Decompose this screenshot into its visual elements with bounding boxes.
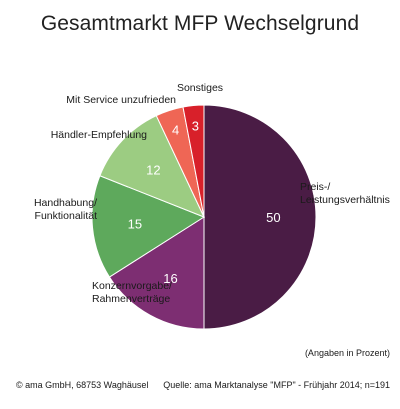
slice-value-label: 50 (266, 210, 280, 225)
slice-value-label: 3 (192, 119, 199, 134)
slice-value-label: 16 (163, 271, 177, 286)
source-text: Quelle: ama Marktanalyse "MFP" - Frühjah… (163, 380, 390, 390)
slice-category-label: Preis-/Leistungsverhältnis (300, 181, 390, 206)
slice-value-label: 4 (172, 123, 179, 138)
chart-title: Gesamtmarkt MFP Wechselgrund (40, 12, 360, 35)
slice-value-label: 15 (128, 217, 142, 232)
pie-slice (182, 104, 205, 218)
slice-category-label: Mit Service unzufrieden (66, 94, 176, 106)
pie-slice (99, 114, 205, 218)
slice-value-label: 12 (146, 163, 160, 178)
pie-slice (108, 216, 205, 330)
slice-category-label: Händler-Empfehlung (51, 129, 147, 141)
unit-note: (Angaben in Prozent) (304, 348, 390, 358)
slice-category-label: Handhabung/Funktionalität (34, 197, 97, 222)
pie-slice (203, 104, 317, 330)
slice-category-label: Konzernvorgabe/Rahmenverträge (92, 280, 172, 305)
pie-slice (91, 175, 206, 278)
slice-category-label: Sonstiges (177, 82, 223, 94)
copyright-text: © ama GmbH, 68753 Waghäusel (16, 380, 149, 390)
